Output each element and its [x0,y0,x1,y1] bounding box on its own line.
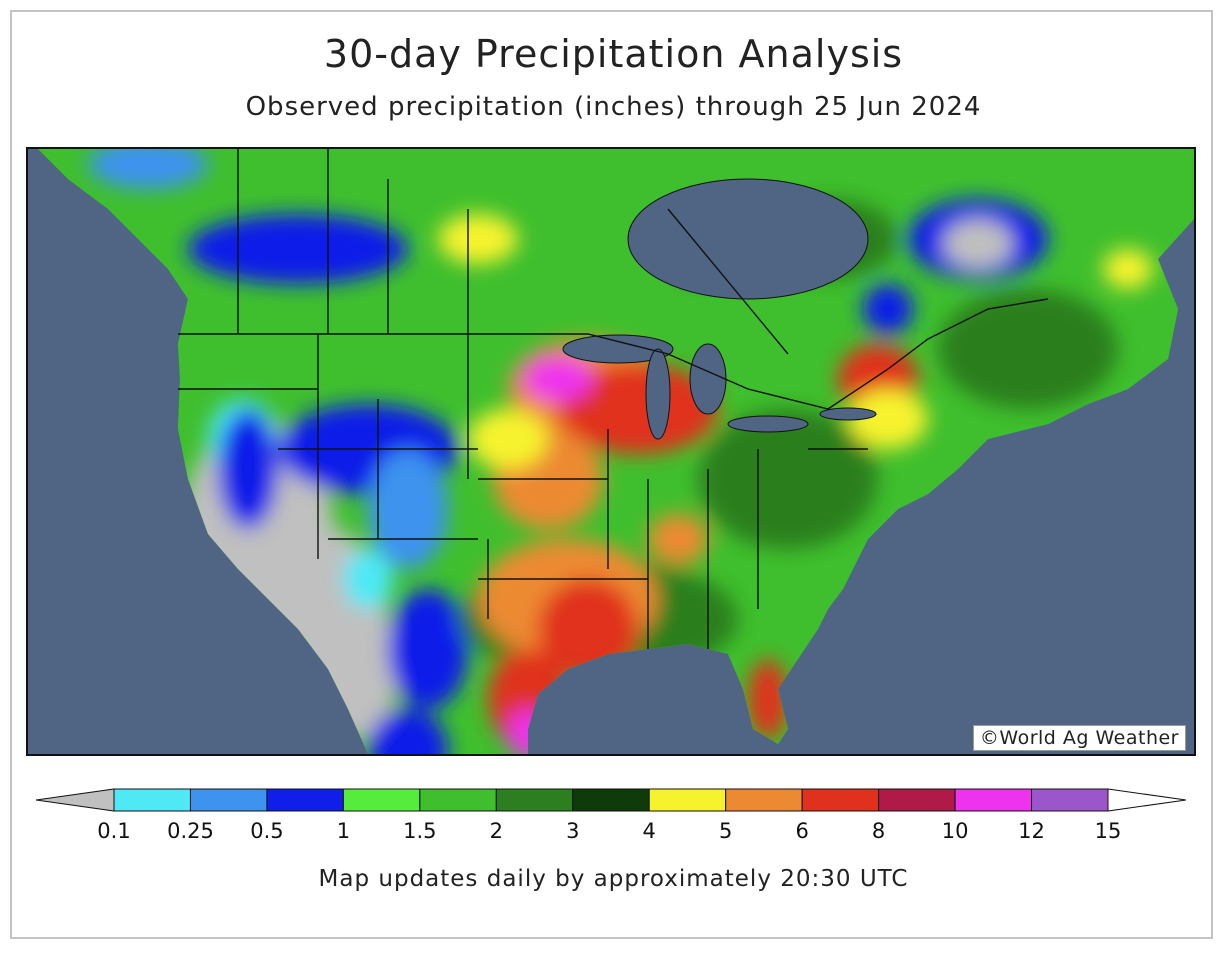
boundaries [178,149,1049,649]
legend-bin [266,788,344,812]
legend-tick-label: 5 [719,819,732,843]
legend-bin [419,788,497,812]
legend-bin [725,788,803,812]
update-footnote: Map updates daily by approximately 20:30… [318,866,909,892]
map-subtitle: Observed precipitation (inches) through … [245,92,982,122]
legend-tick-label: 10 [942,819,969,843]
legend-bin [648,788,727,812]
legend-bin [189,788,268,812]
legend-bin [878,788,956,812]
lakes [562,178,877,440]
legend-bins [113,788,1109,812]
legend-bin [801,788,880,812]
legend-under-arrow [36,788,115,812]
legend-bin [954,788,1033,812]
legend-bin [113,788,191,812]
legend-bin [342,788,421,812]
copyright-credit: ©World Ag Weather [972,725,1186,751]
legend-tick-label: 0.5 [250,819,283,843]
legend-tick-label: 0.1 [97,819,130,843]
map-title: 30-day Precipitation Analysis [323,32,904,76]
precipitation-map: ©World Ag Weather [26,147,1196,756]
legend-tick-label: 12 [1018,819,1045,843]
legend-bin [572,788,650,812]
legend-over-arrow [1107,788,1186,812]
legend-ticks: 0.1 0.25 0.5 1 1.5 2 3 4 5 6 8 10 12 15 [97,819,1121,843]
legend-tick-label: 1 [337,819,350,843]
legend-tick-label: 4 [643,819,656,843]
legend-tick-label: 0.25 [167,819,214,843]
legend-bin [1031,788,1109,812]
legend-tick-label: 1.5 [403,819,436,843]
map-canvas [28,149,1194,754]
legend-tick-label: 8 [872,819,885,843]
legend-bin [495,788,574,812]
legend-tick-label: 6 [795,819,808,843]
color-scale-legend: 0.1 0.25 0.5 1 1.5 2 3 4 5 6 8 10 12 15 [36,788,1186,843]
legend-tick-label: 2 [490,819,503,843]
legend-tick-label: 3 [566,819,579,843]
legend-tick-label: 15 [1095,819,1122,843]
